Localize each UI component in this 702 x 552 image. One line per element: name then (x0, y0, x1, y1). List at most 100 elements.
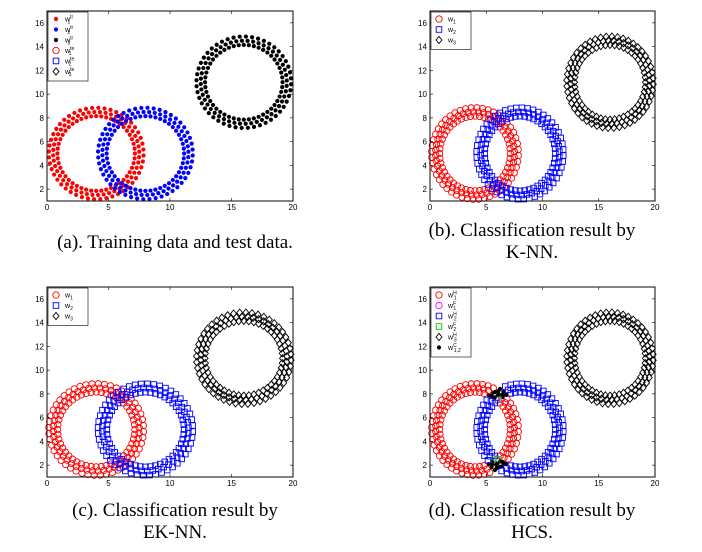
data-point (615, 398, 623, 408)
data-point (225, 37, 230, 42)
data-point (107, 191, 112, 196)
data-point (501, 383, 509, 390)
data-point (145, 192, 150, 198)
data-point (270, 318, 278, 328)
data-point (127, 394, 135, 403)
data-point (530, 391, 537, 399)
data-point (549, 164, 556, 172)
data-point (129, 165, 135, 170)
data-point (211, 115, 216, 120)
data-point (108, 107, 113, 113)
data-point (436, 130, 444, 138)
data-point (104, 196, 109, 201)
data-point (601, 391, 609, 400)
data-point (129, 175, 134, 180)
data-point (129, 120, 134, 125)
chart-panel-b: 0 5 10 15 20 2 4 6 8 10 12 14 16 w1 w2 w3 (362, 0, 702, 212)
data-point (99, 114, 104, 119)
data-point (159, 194, 164, 199)
legend-marker (52, 302, 60, 309)
y-tick-label: 4 (423, 437, 428, 446)
data-point (170, 177, 175, 183)
data-point (115, 177, 121, 183)
data-point (520, 384, 527, 392)
data-point (54, 420, 62, 429)
data-point (462, 105, 470, 113)
data-point (506, 149, 515, 158)
data-point (214, 48, 219, 53)
legend-marker (52, 67, 60, 76)
data-point (481, 421, 489, 428)
data-point (144, 380, 151, 388)
data-point (56, 141, 61, 146)
data-point (220, 386, 229, 395)
caption-b: (b). Classification result by K-NN. (362, 220, 702, 264)
data-point (432, 151, 440, 159)
legend-entry: wtr 2 (64, 25, 73, 36)
data-point (189, 141, 194, 146)
data-point (178, 120, 183, 125)
data-point (107, 457, 114, 464)
data-point (197, 350, 205, 359)
data-point (181, 156, 186, 161)
data-point (601, 115, 609, 124)
data-point (202, 97, 207, 102)
y-tick-label: 10 (418, 366, 427, 375)
data-point (176, 170, 182, 175)
data-point (225, 388, 233, 398)
data-point (581, 316, 589, 326)
data-point (439, 456, 447, 465)
data-point (481, 176, 488, 183)
data-point (279, 99, 285, 104)
data-point (619, 310, 627, 319)
data-point (281, 104, 286, 109)
data-point (187, 135, 193, 141)
data-point (111, 117, 116, 122)
data-point (221, 117, 227, 122)
data-point (446, 388, 454, 396)
data-point (81, 111, 86, 116)
y-tick-label: 16 (35, 295, 44, 304)
data-point (483, 396, 491, 404)
data-point (238, 399, 246, 409)
data-point (200, 92, 205, 97)
data-point (581, 380, 589, 390)
data-point (513, 467, 520, 475)
data-point (541, 187, 549, 195)
data-point (212, 110, 217, 115)
data-point (130, 180, 135, 186)
data-point (499, 464, 504, 469)
data-point (435, 149, 444, 158)
data-point (209, 388, 217, 398)
data-point (578, 388, 586, 398)
data-point (60, 397, 69, 406)
data-point (484, 110, 493, 119)
data-point (272, 387, 280, 397)
data-point (201, 353, 209, 363)
data-point (103, 452, 110, 459)
legend-marker (435, 301, 443, 310)
data-point (201, 358, 209, 368)
data-point (435, 452, 444, 460)
data-point (205, 102, 210, 107)
data-point (280, 85, 285, 90)
data-point (254, 310, 262, 319)
y-tick-label: 16 (418, 19, 427, 28)
data-point (597, 309, 605, 318)
data-point (592, 116, 601, 126)
data-point (610, 123, 618, 133)
data-point (46, 155, 52, 160)
data-point (218, 313, 226, 322)
data-point (629, 315, 637, 325)
legend-marker (435, 291, 443, 299)
data-point (443, 460, 451, 469)
data-point (234, 39, 239, 44)
data-point (504, 164, 512, 172)
data-point (70, 385, 79, 393)
legend-marker (435, 15, 443, 23)
data-point (644, 86, 653, 96)
data-point (534, 389, 542, 396)
data-point (270, 49, 275, 54)
